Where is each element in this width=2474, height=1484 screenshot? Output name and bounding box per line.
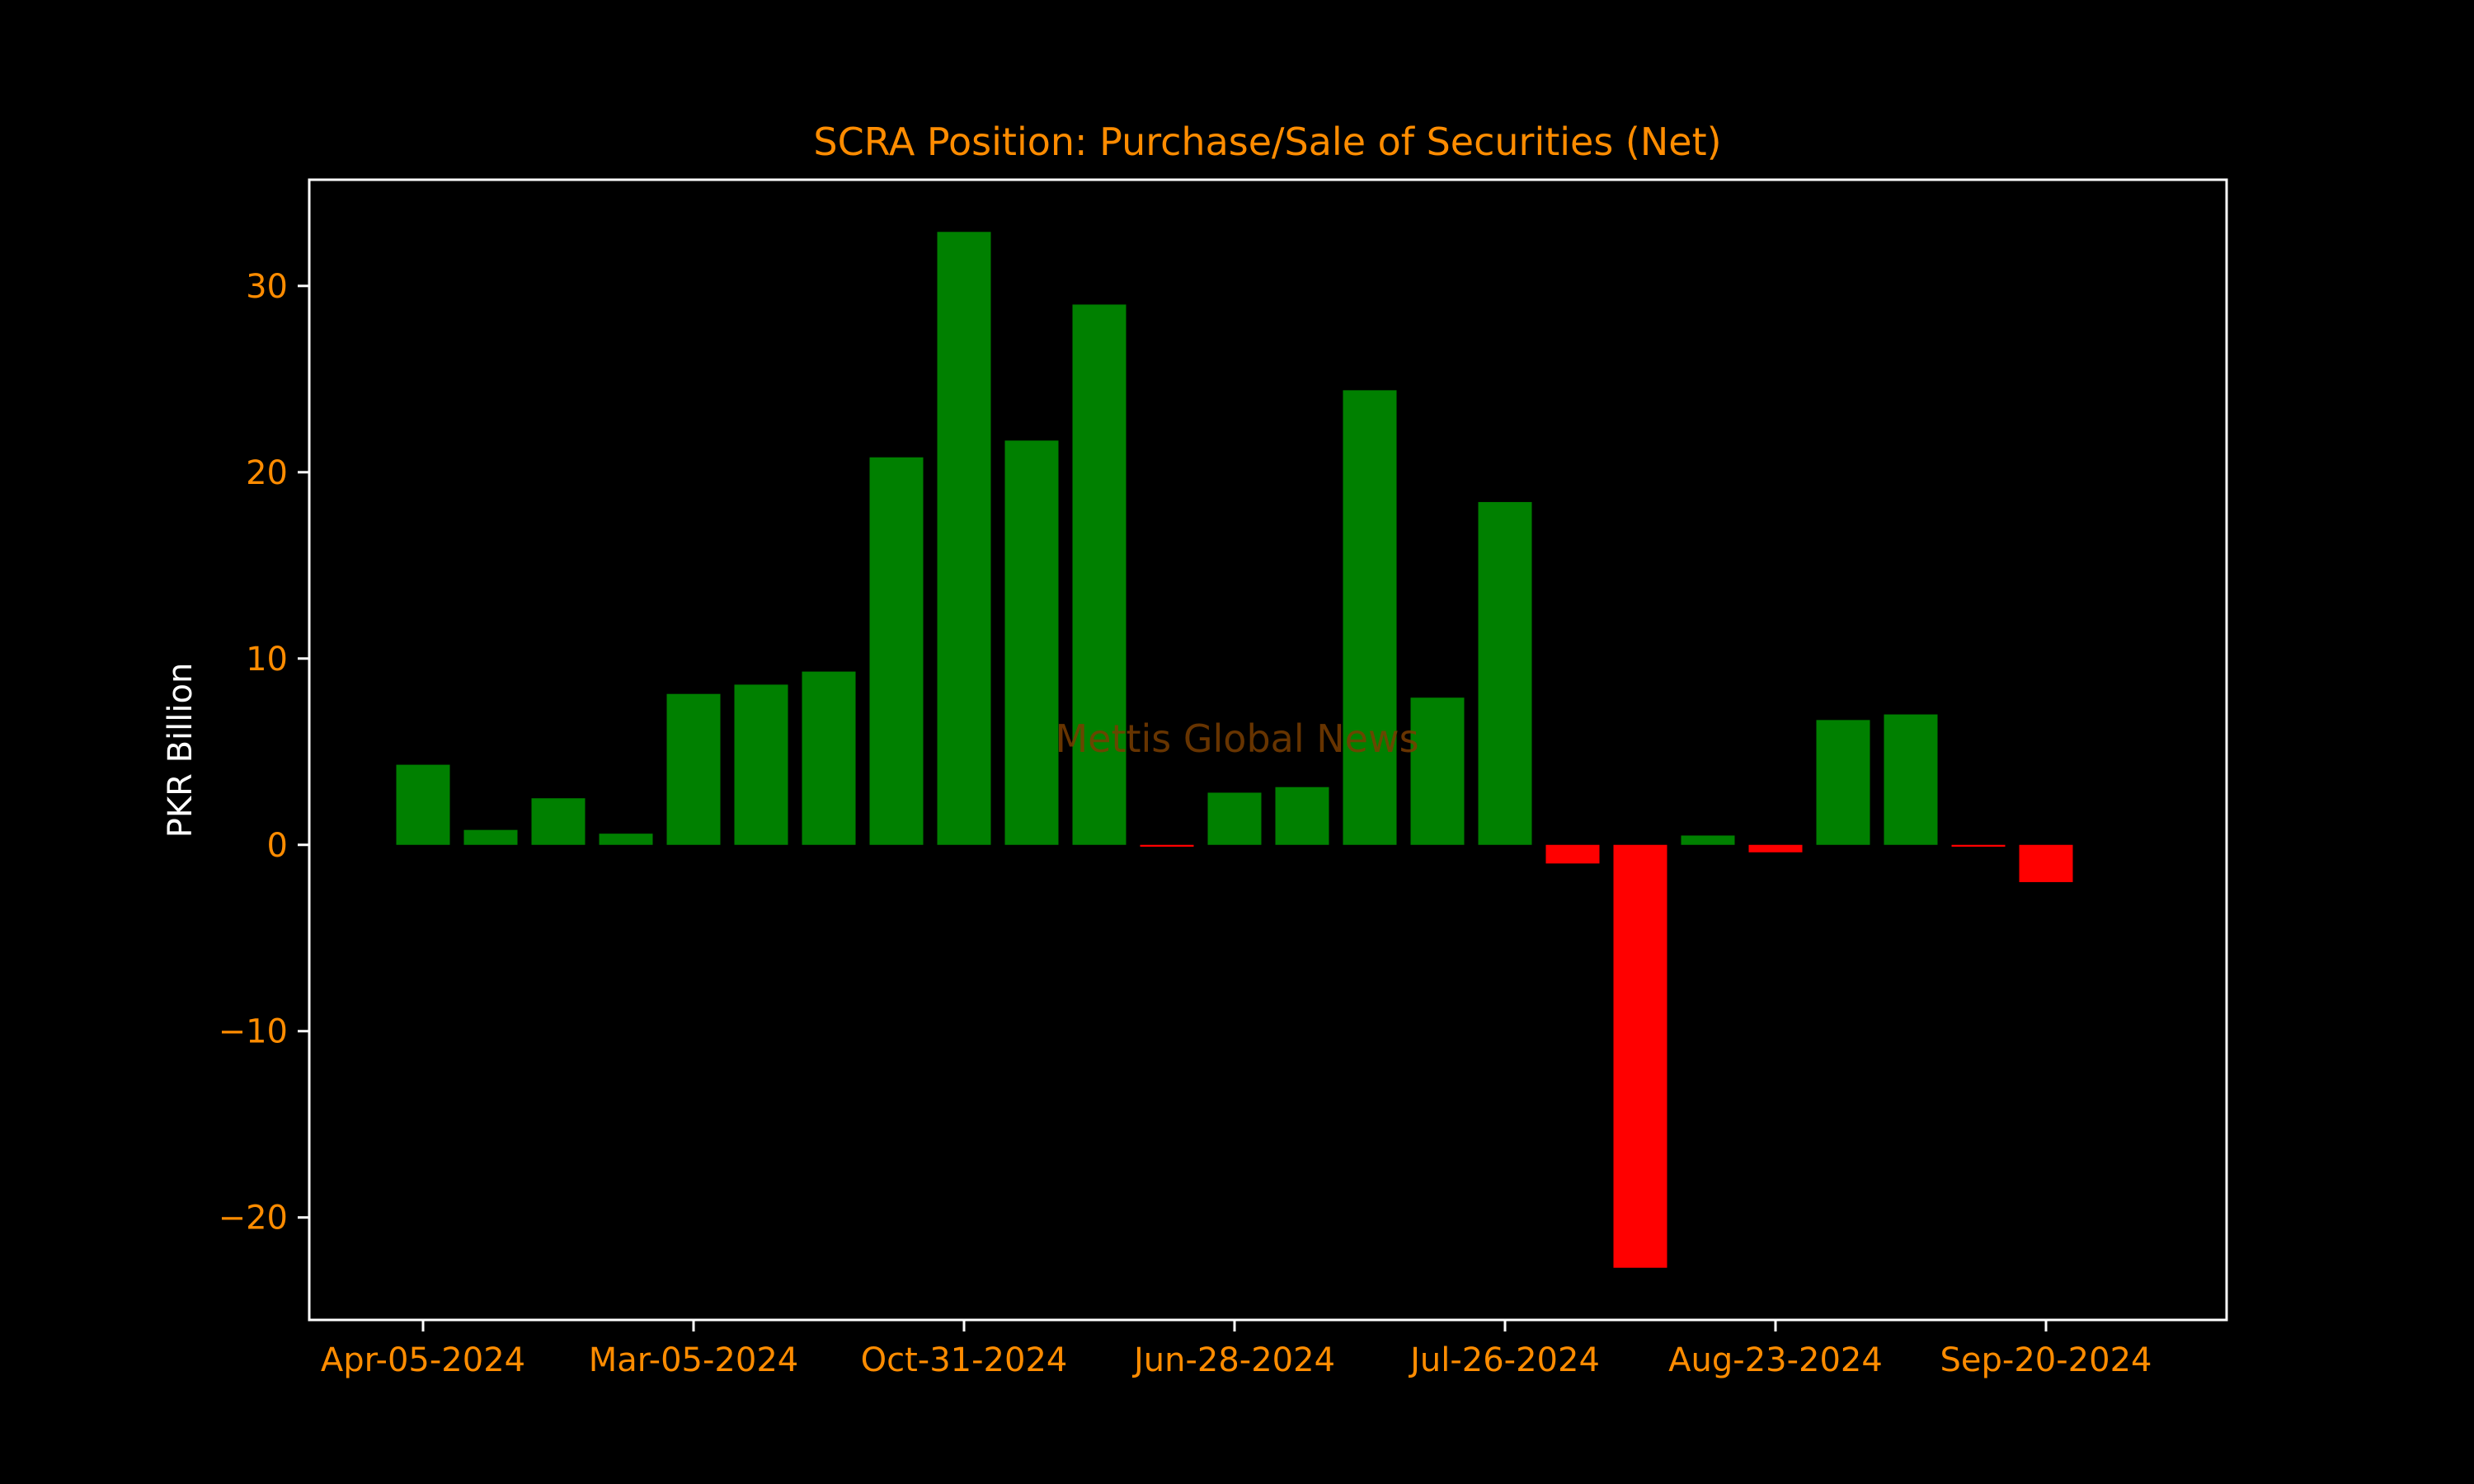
bar <box>1343 390 1397 845</box>
bar <box>1207 792 1262 845</box>
bar <box>599 834 653 845</box>
bar <box>1004 440 1059 845</box>
bar <box>1681 835 1735 845</box>
y-axis: −20 −10 0 10 20 30 <box>219 268 309 1237</box>
x-tick-label: Mar-05-2024 <box>589 1341 798 1379</box>
bars-group <box>396 232 2073 1268</box>
y-tick-label: 0 <box>267 827 288 865</box>
y-tick-label: 10 <box>246 641 288 679</box>
x-tick-label: Jul-26-2024 <box>1408 1341 1600 1379</box>
bar <box>1072 304 1126 845</box>
chart-title: SCRA Position: Purchase/Sale of Securiti… <box>813 120 1721 164</box>
watermark: Mettis Global News <box>1055 716 1418 761</box>
bar <box>1275 787 1329 845</box>
bar <box>1140 844 1194 848</box>
bar <box>1410 697 1465 845</box>
y-axis-label: PKR Billion <box>162 663 200 838</box>
bar <box>734 684 788 845</box>
x-tick-label: Sep-20-2024 <box>1940 1341 2152 1379</box>
bar <box>802 671 856 845</box>
bar <box>531 798 586 845</box>
plot-frame <box>308 178 2228 1322</box>
bar <box>1545 844 1600 864</box>
bar <box>666 693 721 845</box>
y-tick-label: −20 <box>219 1200 288 1237</box>
x-axis: Apr-05-2024 Mar-05-2024 Oct-31-2024 Jun-28-… <box>321 1320 2152 1379</box>
bar <box>396 764 450 845</box>
bar <box>937 232 991 845</box>
bar <box>1816 720 1870 845</box>
bar <box>869 457 924 845</box>
bar <box>1884 714 1938 845</box>
y-tick-label: 30 <box>246 268 288 306</box>
x-tick-label: Jun-28-2024 <box>1131 1341 1335 1379</box>
bar <box>463 829 518 845</box>
bar <box>2019 844 2073 882</box>
bar <box>1478 501 1532 845</box>
x-tick-label: Apr-05-2024 <box>321 1341 525 1379</box>
bar <box>1748 844 1803 852</box>
y-tick-label: 20 <box>246 454 288 492</box>
y-tick-label: −10 <box>219 1013 288 1051</box>
x-tick-label: Aug-23-2024 <box>1668 1341 1883 1379</box>
bar <box>1951 844 2006 848</box>
bar <box>1613 844 1667 1268</box>
x-tick-label: Oct-31-2024 <box>861 1341 1068 1379</box>
